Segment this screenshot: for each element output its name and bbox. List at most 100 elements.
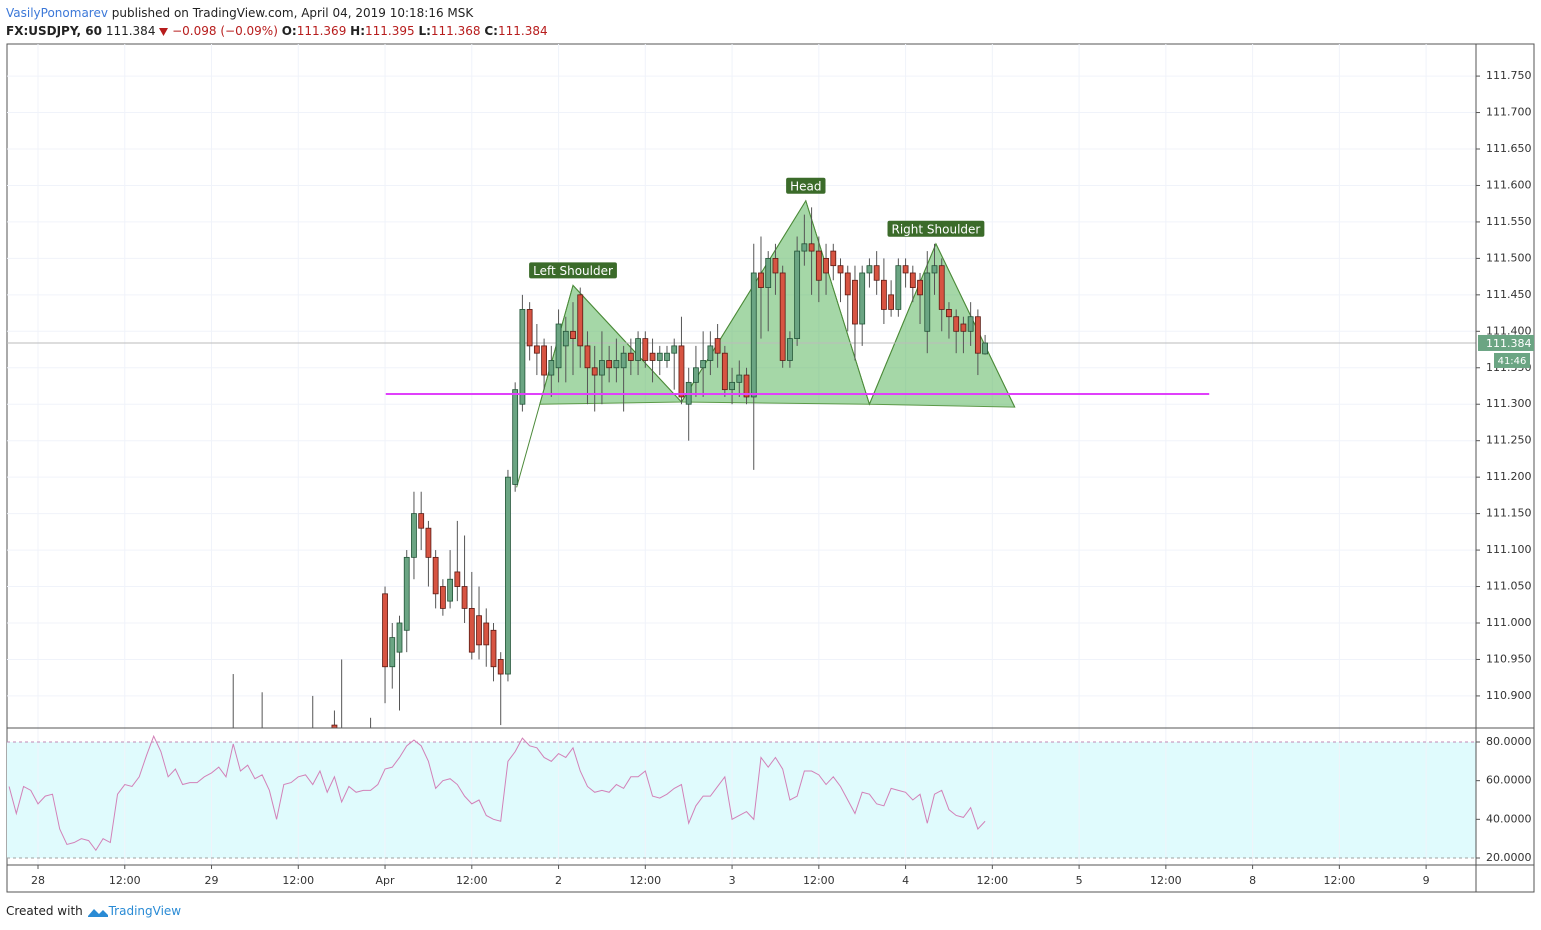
candle-body (880, 279, 887, 310)
candle-body (837, 265, 844, 274)
candle-body (577, 294, 584, 347)
created: Created with (6, 904, 83, 918)
x-tick-label: 5 (1076, 874, 1083, 887)
x-tick-label: 28 (31, 874, 45, 887)
candle-body (461, 586, 468, 609)
y-tick-label: 111.750 (1486, 69, 1532, 82)
pattern-label: Left Shoulder (533, 264, 613, 278)
candle-body (765, 257, 772, 288)
candle-body (866, 265, 873, 274)
candle-body (490, 629, 497, 668)
candle-body (505, 476, 511, 675)
y-tick-label: 111.450 (1486, 288, 1532, 301)
candle-body (541, 345, 547, 376)
candle-body (562, 330, 569, 347)
x-tick-label: 12:00 (976, 874, 1008, 887)
down-arrow (159, 27, 169, 36)
x-tick-label: 12:00 (803, 874, 835, 887)
y-tick-label: 111.200 (1486, 470, 1532, 483)
candle-body (519, 309, 526, 405)
candle-body (613, 360, 620, 369)
candle-body (794, 250, 801, 340)
candle-body (736, 374, 743, 383)
candle-body (403, 556, 410, 631)
candle-body (938, 265, 945, 310)
y-tick-label: 111.050 (1486, 580, 1532, 593)
candle-body (620, 352, 627, 369)
candle-body (447, 578, 454, 602)
rsi-band (7, 741, 1476, 859)
y-tick-label: 111.500 (1486, 251, 1532, 264)
candle-body (895, 265, 902, 310)
symbol: FX:USDJPY, 60 (6, 24, 102, 38)
candle-body (627, 352, 634, 361)
x-tick-label: 8 (1249, 874, 1256, 887)
candle-body (924, 272, 931, 332)
candle-body (787, 338, 793, 361)
author[interactable]: VasilyPonomarev (6, 6, 108, 20)
y-tick-label: 40.0000 (1486, 812, 1532, 825)
candle-body (649, 352, 656, 361)
candle-body (917, 279, 923, 296)
brand[interactable]: TradingView (108, 904, 182, 918)
c-value: 111.384 (497, 24, 548, 38)
y-tick-label: 111.250 (1486, 434, 1532, 447)
candle-body (859, 272, 866, 325)
candle-body (497, 659, 504, 675)
candle-body (801, 243, 808, 252)
candle-body (476, 615, 482, 646)
candle-body (555, 323, 562, 369)
candle-body (411, 513, 417, 558)
candle-body (533, 345, 540, 354)
candle-body (526, 309, 533, 347)
y-tick-label: 111.000 (1486, 616, 1532, 629)
y-tick-label: 20.0000 (1486, 851, 1532, 864)
candle-body (700, 360, 707, 369)
candle-body (909, 272, 916, 288)
l-label: L: (418, 24, 431, 38)
candle-body (591, 367, 598, 376)
candle-body (396, 622, 403, 653)
header-line: FX:USDJPY, 60 111.384 −0.098 (−0.09%) O:… (6, 22, 548, 40)
pattern-label-box (887, 220, 985, 237)
candle-body (815, 250, 822, 281)
candle-body (584, 345, 591, 369)
x-tick-label: 12:00 (1324, 874, 1356, 887)
x-tick-label: Apr (376, 874, 396, 887)
candle-body (721, 352, 728, 391)
candle-body (960, 323, 967, 332)
candle-body (852, 279, 858, 325)
candle-body (439, 586, 446, 609)
change: −0.098 (−0.09%) (172, 24, 278, 38)
y-tick-label: 111.650 (1486, 142, 1532, 155)
candle-body (750, 272, 757, 398)
candle-body (779, 272, 786, 361)
l-value: 111.368 (430, 24, 481, 38)
y-tick-label: 110.950 (1486, 652, 1532, 665)
x-tick-label: 3 (729, 874, 736, 887)
y-tick-label: 80.0000 (1486, 735, 1532, 748)
candle-body (671, 345, 678, 354)
candle-body (967, 316, 974, 332)
y-tick-label: 111.550 (1486, 215, 1532, 228)
candle-body (468, 608, 475, 653)
candle-body (808, 243, 815, 252)
candle-body (483, 622, 490, 646)
header-line: VasilyPonomarev published on TradingView… (6, 4, 548, 22)
x-tick-label: 12:00 (1150, 874, 1182, 887)
candle-body (946, 309, 952, 318)
pattern-label-box (786, 177, 826, 194)
x-tick-label: 12:00 (282, 874, 314, 887)
candle-body (931, 265, 938, 274)
candle-body (830, 250, 837, 267)
x-tick-label: 9 (1423, 874, 1430, 887)
candle-body (888, 294, 895, 310)
candle-body (707, 345, 714, 361)
x-tick-label: 4 (902, 874, 909, 887)
candle-body (656, 352, 663, 361)
y-tick-label: 111.400 (1486, 324, 1532, 337)
candle-body (678, 345, 685, 398)
y-tick-label: 110.900 (1486, 689, 1532, 702)
